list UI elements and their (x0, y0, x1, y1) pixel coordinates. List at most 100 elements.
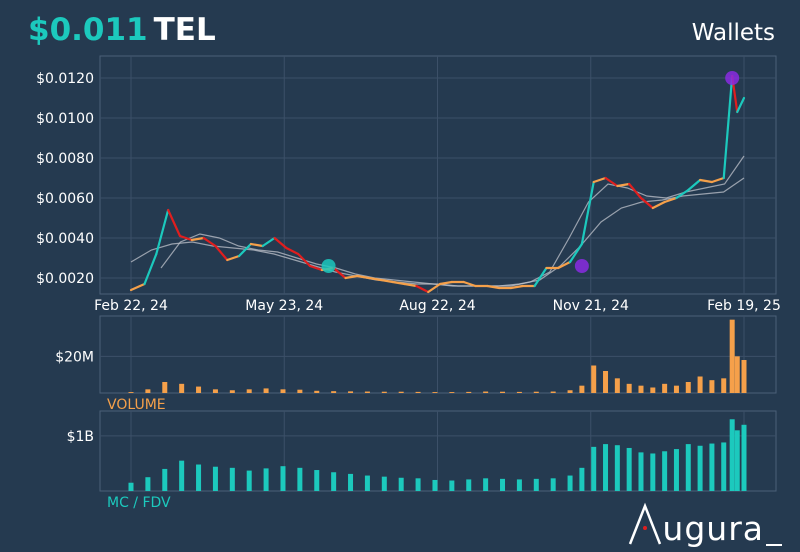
bar (398, 391, 404, 393)
bar (212, 466, 218, 491)
bar (162, 468, 168, 491)
price-line-segment (427, 282, 442, 294)
price-line-segment (675, 188, 690, 200)
price-line-segment (651, 200, 666, 210)
bar (741, 424, 747, 491)
bar (603, 444, 609, 491)
bar (533, 391, 539, 393)
bar (591, 446, 597, 491)
panel-title: VOLUME (107, 397, 166, 413)
price-line-segment (604, 176, 619, 188)
bar (381, 476, 387, 491)
bar (697, 376, 703, 393)
price-line-segment (687, 178, 702, 192)
bar (331, 391, 337, 393)
price-panel: $0.0020 $0.0040 $0.0060 $0.0080 $0.0100 $0.01… (36, 55, 781, 314)
bar (579, 467, 585, 491)
price-line-segment (592, 176, 607, 184)
price-line-segment (391, 280, 406, 286)
price-line-segment (202, 236, 217, 248)
price-line-segment (639, 196, 654, 210)
bar (331, 472, 337, 491)
wallets-link[interactable]: Wallets (691, 20, 775, 46)
bar (212, 389, 218, 393)
bar (348, 391, 354, 393)
bar (741, 360, 747, 393)
price-line-segment (663, 196, 678, 204)
bar (449, 392, 455, 393)
bar (381, 391, 387, 393)
bar (550, 391, 556, 393)
y-tick-label: $0.0060 (36, 191, 94, 207)
y-tick-label: $0.0120 (36, 71, 94, 87)
bar (500, 391, 506, 393)
bar (685, 444, 691, 491)
event-marker (574, 259, 589, 273)
bar (415, 478, 421, 491)
price-line-segment (273, 236, 288, 250)
price-line-segment (297, 252, 312, 268)
mc-fdv-panel: $1B MC / FDV (67, 410, 777, 511)
y-tick-label: $1B (67, 429, 94, 445)
bar (196, 386, 202, 393)
bar (280, 389, 286, 393)
bar (297, 389, 303, 393)
bar (626, 447, 632, 491)
bar (145, 389, 151, 393)
price-line-segment (249, 242, 264, 248)
price-line-segment (226, 254, 241, 262)
price-line-segment (143, 252, 158, 286)
bar (626, 383, 632, 393)
bar (567, 475, 573, 491)
bar (650, 387, 656, 393)
y-tick-label: $0.0040 (36, 231, 94, 247)
bar (466, 479, 472, 491)
price-line-segment (580, 180, 595, 246)
price-line-segment (533, 266, 548, 288)
event-marker (321, 259, 336, 273)
bar (709, 443, 715, 491)
y-tick-label: $0.0080 (36, 151, 94, 167)
price-line-segment (214, 244, 229, 262)
bar (196, 464, 202, 491)
bar (673, 449, 679, 491)
bar (432, 479, 438, 491)
price-line-segment (356, 274, 371, 280)
bar (567, 390, 573, 393)
bar (662, 451, 668, 491)
bar (550, 478, 556, 491)
augura-a-logo-icon (629, 502, 662, 545)
augura-logo: ugura (628, 502, 782, 548)
bar (591, 365, 597, 393)
bar (638, 452, 644, 491)
price-line-segment (557, 260, 572, 270)
price-line-segment (722, 74, 734, 180)
price-line-segment (167, 208, 182, 238)
price-line-segment (509, 284, 524, 290)
x-tick-label: Feb 19, 25 (707, 298, 781, 314)
bar (650, 453, 656, 491)
bar (483, 478, 489, 491)
price-line-segment (190, 236, 205, 242)
x-tick-label: Aug 22, 24 (399, 298, 475, 314)
bar (673, 385, 679, 393)
bar (297, 467, 303, 491)
bar (162, 382, 168, 393)
volume-panel: $20M VOLUME (55, 315, 777, 413)
price-line-segment (616, 182, 631, 188)
bar (348, 473, 354, 491)
panel-title: MC / FDV (107, 495, 171, 511)
price-line-segment (736, 96, 746, 114)
x-tick-label: Nov 21, 24 (553, 298, 629, 314)
bar (432, 392, 438, 393)
bar (721, 378, 727, 393)
moving-average-line (160, 155, 745, 287)
price-line-segment (308, 264, 323, 272)
bar (614, 445, 620, 491)
bar (179, 460, 185, 491)
bar (263, 468, 269, 491)
price-header: $0.011 TEL (28, 12, 216, 48)
price-line-segment (403, 282, 418, 288)
price-line-segment (462, 280, 477, 288)
price-line-segment (178, 234, 193, 242)
